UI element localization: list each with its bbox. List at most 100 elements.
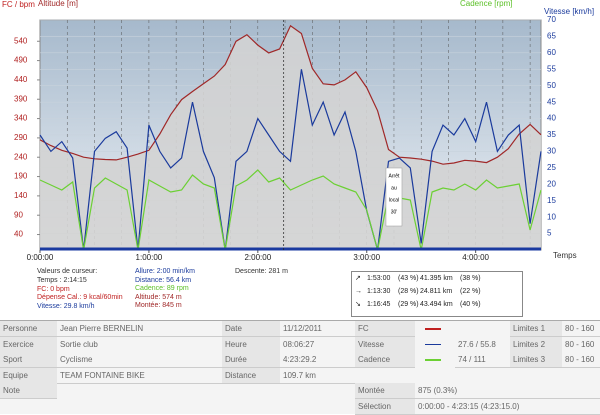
y2-axis-label: Vitesse [km/h]: [544, 7, 594, 16]
cursor-value: Distance: 56.4 km: [135, 276, 192, 284]
detail-value: Sortie club: [57, 336, 222, 353]
y2-tick-label: 40: [547, 114, 556, 123]
cursor-value: Descente: 281 m: [235, 268, 288, 275]
extra-value: 875 (0.3%): [415, 383, 600, 399]
summary-cell: ↗: [355, 275, 361, 282]
y-tick-label: 440: [14, 75, 28, 84]
detail-value: TEAM FONTAINE BIKE: [57, 367, 222, 384]
y-tick-label: 140: [14, 191, 28, 200]
y-tick-label: 90: [14, 210, 23, 219]
summary-cell: (38 %): [460, 275, 481, 282]
annotation-box: [385, 167, 403, 227]
y2-tick-label: 50: [547, 81, 556, 90]
line: [39, 24, 542, 165]
y2-tick-label: 25: [547, 163, 556, 172]
summary-cell: (28 %): [398, 288, 419, 295]
summary-cell: (43 %): [398, 275, 419, 282]
summary-cell: →: [355, 288, 362, 295]
detail-label: Exercice: [0, 336, 57, 353]
summary-cell: 1:53:00: [367, 275, 391, 282]
limit-value: 80 - 160: [562, 321, 600, 337]
x-tick-label: 2:00:00: [244, 253, 271, 262]
cursor-value: Montée: 845 m: [135, 302, 182, 309]
limit-label: Limites 3: [510, 352, 562, 368]
y2-tick-label: 60: [547, 48, 556, 57]
detail-label: Heure: [222, 336, 280, 353]
summary-cell: 24.811 km: [420, 288, 453, 295]
cursor-value: Dépense Cal.: 9 kcal/60min: [37, 294, 123, 301]
x-tick-label: 4:00:00: [462, 253, 489, 262]
line: [39, 69, 542, 251]
y-tick-label: 390: [14, 94, 28, 103]
detail-label: Durée: [222, 352, 280, 368]
channel-value: 74 / 111: [455, 352, 510, 368]
y-tick-label: 340: [14, 114, 28, 123]
cursor-value: Allure: 2:00 min/km: [135, 268, 195, 275]
y-axis-label: FC / bpm: [2, 0, 35, 9]
annotation-text: 30': [391, 209, 398, 215]
summary-cell: ↘: [355, 301, 361, 308]
y-tick-label: 240: [14, 152, 28, 161]
x-tick-label: 1:00:00: [136, 253, 163, 262]
annotation-text: au: [391, 185, 397, 191]
y2-tick-label: 70: [547, 15, 556, 24]
cursor-value: Cadence: 89 rpm: [135, 285, 189, 292]
summary-cell: (22 %): [460, 288, 481, 295]
channel-swatch: [425, 359, 441, 361]
detail-label: Note: [0, 383, 57, 399]
limit-value: 80 - 160: [562, 336, 600, 353]
summary-cell: 43.494 km: [420, 301, 453, 308]
summary-cell: (40 %): [460, 301, 481, 308]
cursor-value: Altitude: 574 m: [135, 293, 182, 301]
summary-box: [351, 271, 523, 317]
area: [40, 25, 541, 250]
channel-label: FC: [355, 321, 415, 337]
detail-label: Date: [222, 321, 280, 337]
channel-swatch: [425, 343, 441, 345]
channel-label: Cadence: [355, 352, 415, 368]
channel-swatch: [425, 328, 441, 330]
alt-axis-label: Altitude [m]: [38, 0, 78, 8]
y2-tick-label: 20: [547, 179, 556, 188]
chart: FC / bpm Altitude [m] Cadence [rpm] Vite…: [2, 0, 594, 262]
cursor-value: Vitesse: 29.8 km/h: [37, 302, 95, 310]
cadence-axis-label: Cadence [rpm]: [460, 0, 512, 8]
y-tick-label: 540: [14, 36, 28, 45]
summary-cell: 41.395 km: [420, 275, 453, 282]
detail-value: 4:23:29.2: [280, 352, 355, 368]
detail-value: 08:06:27: [280, 336, 355, 353]
y2-tick-label: 35: [547, 130, 556, 139]
line: [39, 169, 542, 251]
detail-label: Distance: [222, 367, 280, 384]
cursor-value: FC: 0 bpm: [37, 285, 70, 293]
summary-cell: (29 %): [398, 301, 419, 308]
detail-value: 109.7 km: [280, 367, 355, 384]
x-axis-label: Temps: [553, 251, 577, 260]
x-tick-label: 0:00:00: [27, 253, 54, 262]
extra-value: 0:00:00 - 4:23:15 (4:23:15.0): [415, 398, 600, 415]
y2-tick-label: 15: [547, 196, 556, 205]
detail-value: Cyclisme: [57, 352, 222, 368]
annotation-text: Arrêt: [389, 173, 400, 179]
annotation-text: local: [389, 197, 399, 203]
detail-label: Personne: [0, 321, 57, 337]
y2-tick-label: 5: [547, 229, 552, 238]
detail-value: 11/12/2011: [280, 321, 355, 337]
y-tick-label: 290: [14, 133, 28, 142]
detail-value: Jean Pierre BERNELIN: [57, 321, 222, 337]
y2-tick-label: 30: [547, 147, 556, 156]
y2-tick-label: 65: [547, 32, 556, 41]
limit-label: Limites 2: [510, 336, 562, 353]
y2-tick-label: 45: [547, 97, 556, 106]
detail-label: Sport: [0, 352, 57, 368]
extra-label: Montée: [355, 383, 415, 399]
extra-label: Sélection: [355, 398, 415, 415]
y-tick-label: 40: [14, 230, 23, 239]
cursor-title: Valeurs de curseur:: [37, 268, 98, 275]
y-tick-label: 190: [14, 172, 28, 181]
cursor-value: Temps : 2:14:15: [37, 277, 87, 284]
channel-label: Vitesse: [355, 336, 415, 353]
limit-value: 80 - 160: [562, 352, 600, 368]
channel-value: 27.6 / 55.8: [455, 336, 510, 353]
